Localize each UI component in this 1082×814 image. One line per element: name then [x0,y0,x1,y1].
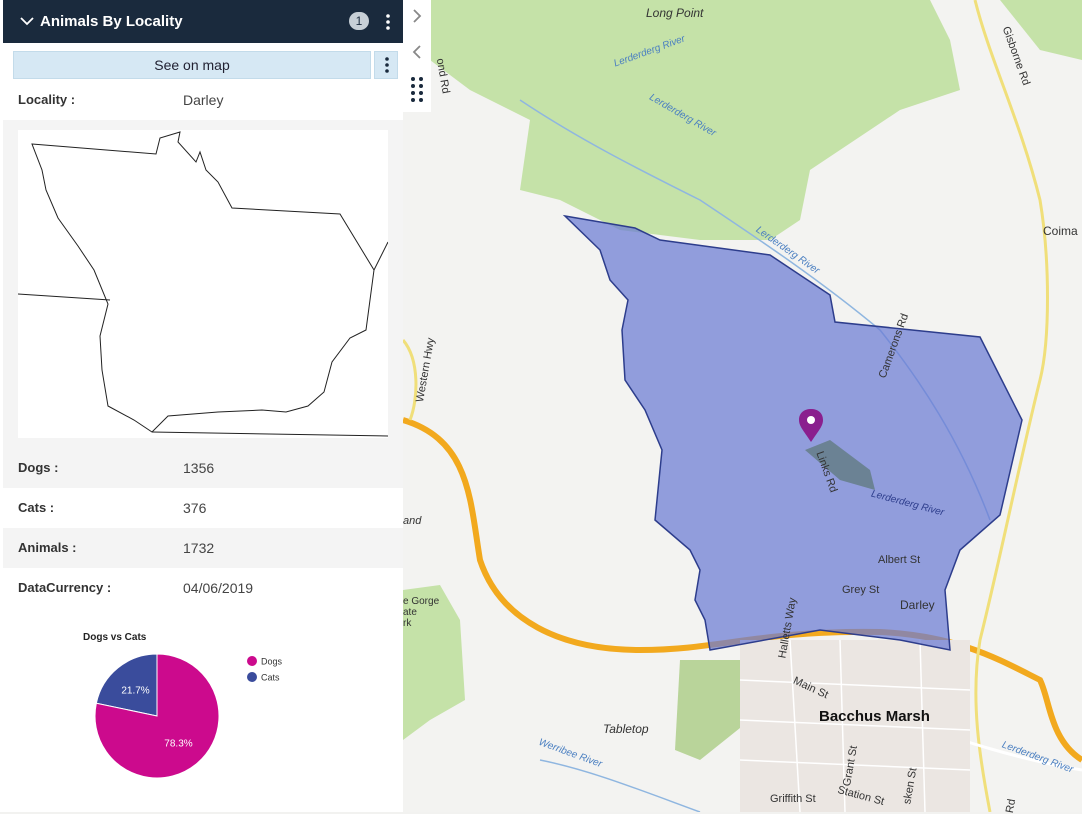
widget-panel: Animals By Locality 1 See on map Localit… [0,0,403,812]
map-label-long-point: Long Point [646,6,704,20]
field-label: Cats : [18,500,55,515]
pie-slice-label: 21.7% [121,686,149,697]
more-options-icon [385,57,389,73]
legend-swatch-cats [247,672,257,682]
map-label-grey-st: Grey St [842,584,880,596]
map-label-gorge: e Gorge [403,596,440,607]
pie-slice-dogs[interactable] [94,653,220,779]
legend-label-cats[interactable]: Cats [261,673,280,683]
field-label: Animals : [18,540,77,555]
map-label-albert-st: Albert St [878,554,921,566]
map-label-darley: Darley [900,598,935,612]
field-row-locality: Locality : Darley [3,80,403,120]
field-value: 376 [183,500,207,516]
field-row-cats: Cats : 376 [3,488,403,528]
map-label-tabletop: Tabletop [603,722,649,736]
field-value: 1732 [183,540,215,556]
field-row-datacurrency: DataCurrency : 04/06/2019 [3,568,403,608]
widget-title: Animals By Locality [40,13,183,30]
field-value: Darley [183,92,224,108]
map-tools-strip [403,0,431,112]
more-options-icon[interactable] [383,13,393,31]
map-label-gorge2: ate [403,607,417,618]
chevron-left-icon[interactable] [411,44,423,60]
locality-polygon [562,214,1023,651]
map-label-coimadai: Coima [1043,224,1078,238]
chevron-down-icon[interactable] [19,13,35,29]
field-label: DataCurrency : [18,580,112,595]
map-label-bacchus-marsh: Bacchus Marsh [819,708,930,725]
field-label: Locality : [18,92,76,107]
dogs-vs-cats-chart: Dogs vs Cats 21.7% 78.3% Dogs Cats [3,610,403,812]
field-row-dogs: Dogs : 1356 [3,448,403,488]
field-label: Dogs : [18,460,59,475]
pie-chart: Dogs vs Cats 21.7% 78.3% Dogs Cats [83,632,283,779]
field-value: 04/06/2019 [183,580,254,596]
map-label-land: and [403,515,422,527]
drag-handle-icon[interactable] [409,76,425,102]
pie-slice-cats[interactable] [95,653,158,717]
pie-slice-label: 78.3% [164,738,192,749]
see-on-map-more-button[interactable] [374,51,398,79]
widget-header[interactable]: Animals By Locality 1 [3,0,403,43]
see-on-map-button[interactable]: See on map [13,51,371,79]
chart-title: Dogs vs Cats [83,632,147,643]
map-label-griffith-st: Griffith St [770,793,816,805]
field-value: 1356 [183,460,215,476]
chevron-right-icon[interactable] [411,8,423,24]
locality-outline-image [18,130,388,438]
field-row-animals: Animals : 1732 [3,528,403,568]
location-pin-icon [799,409,823,442]
legend-swatch-dogs [247,656,257,666]
legend-label-dogs[interactable]: Dogs [261,657,283,667]
map-label-gorge3: rk [403,618,412,629]
result-count-badge: 1 [349,12,369,30]
